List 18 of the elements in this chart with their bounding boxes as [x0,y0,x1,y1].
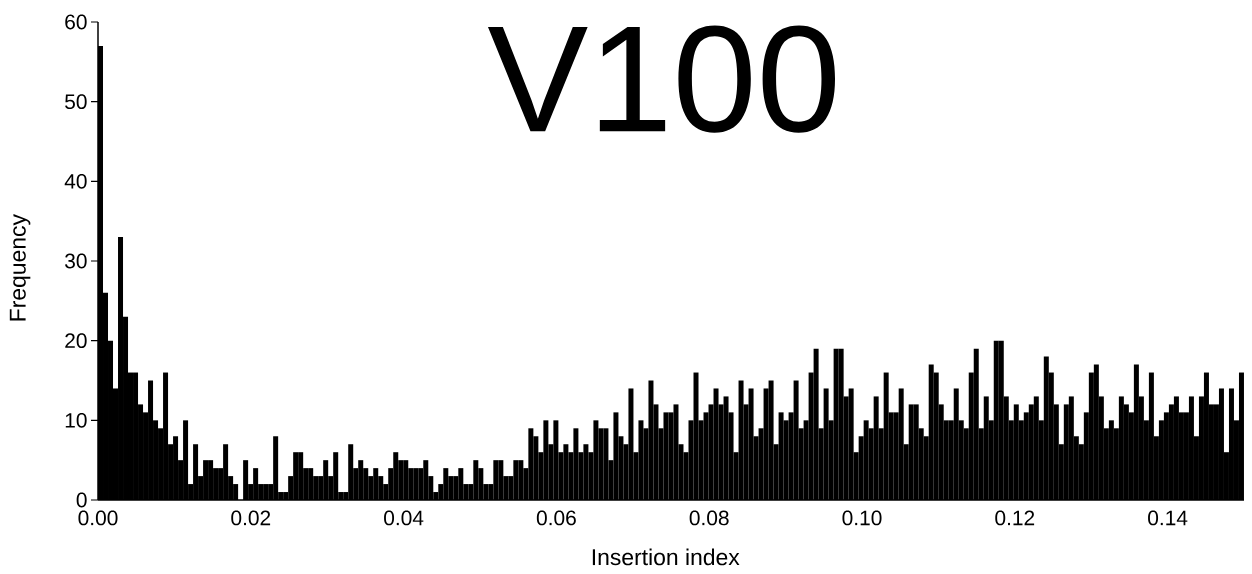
y-tick-label: 60 [65,14,87,30]
x-axis-title: Insertion index [592,548,740,566]
y-tick-label: 10 [65,412,87,428]
x-tick-label: 0.08 [689,510,729,526]
x-tick-label: 0.12 [995,510,1035,526]
y-tick-label: 0 [76,492,87,508]
chart-title: V100 [487,25,836,133]
x-tick-label: 0.00 [78,510,118,526]
y-tick-label: 30 [65,253,87,269]
y-tick-label: 20 [65,333,87,349]
y-tick-label: 50 [65,94,87,110]
y-axis-title: Frequency [9,214,31,321]
y-tick-label: 40 [64,173,87,189]
x-tick-label: 0.04 [384,510,424,526]
x-tick-label: 0.10 [842,510,882,526]
x-tick-label: 0.14 [1148,510,1188,526]
x-tick-label: 0.02 [231,510,271,526]
x-tick-label: 0.06 [536,510,576,526]
